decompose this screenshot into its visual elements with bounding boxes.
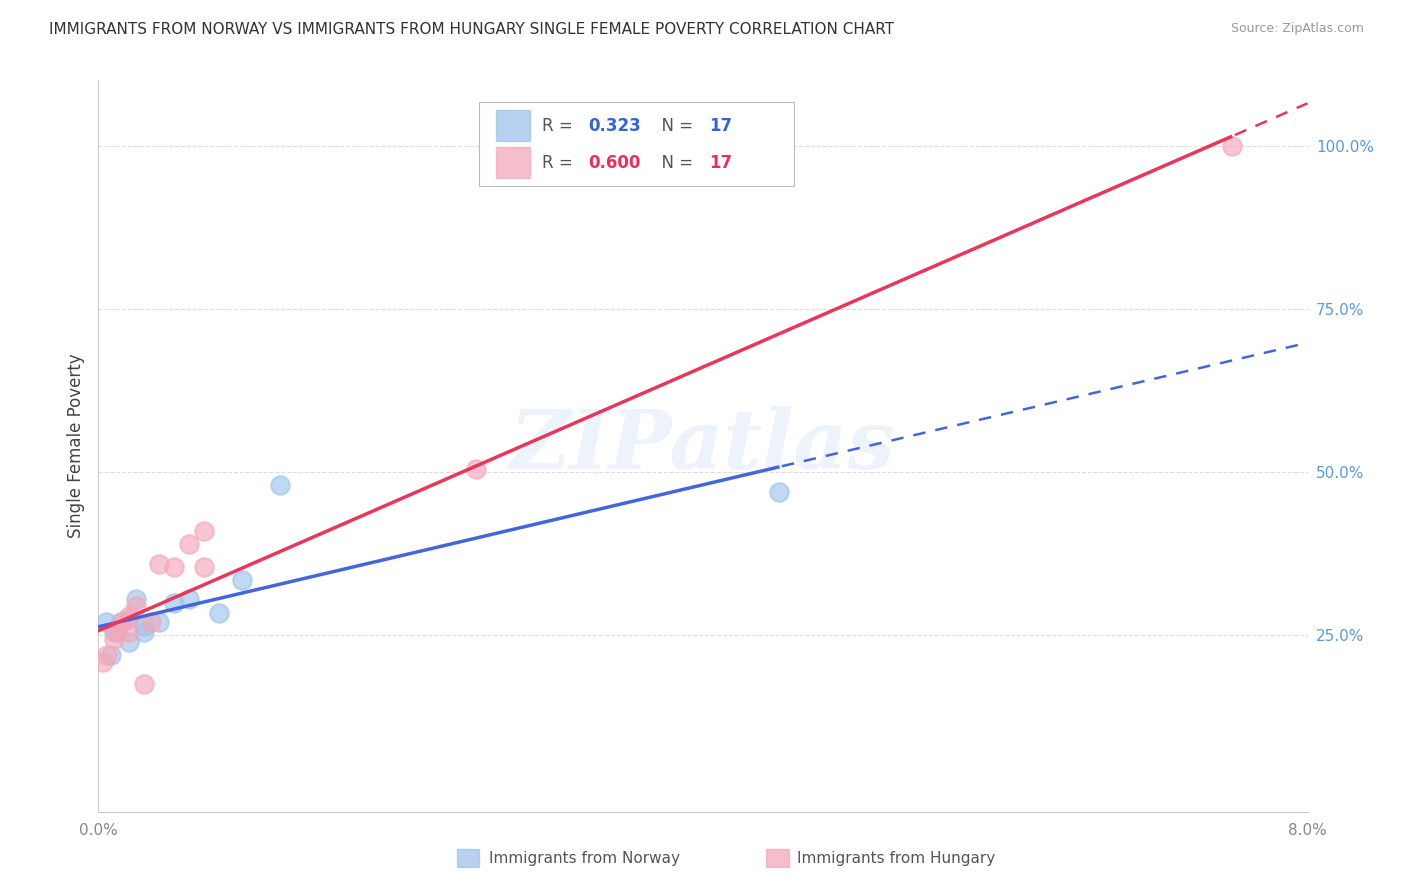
- Point: [125, 592, 148, 607]
- Point: [100, 648, 122, 662]
- Point: [132, 677, 155, 691]
- Text: R =: R =: [543, 117, 578, 135]
- Point: [269, 478, 291, 492]
- Point: [118, 625, 141, 640]
- Point: [132, 625, 155, 640]
- Text: ZIPatlas: ZIPatlas: [510, 406, 896, 486]
- FancyBboxPatch shape: [479, 103, 793, 186]
- Text: 0.323: 0.323: [588, 117, 641, 135]
- Text: R =: R =: [543, 153, 578, 172]
- Point: [163, 596, 186, 610]
- Point: [768, 484, 790, 499]
- Text: 0.600: 0.600: [588, 153, 641, 172]
- Point: [193, 559, 215, 574]
- Point: [148, 557, 170, 571]
- Point: [118, 635, 141, 649]
- Point: [103, 625, 125, 640]
- Point: [118, 612, 141, 626]
- Text: N =: N =: [651, 153, 699, 172]
- Point: [118, 608, 141, 623]
- Point: [96, 648, 118, 662]
- Text: IMMIGRANTS FROM NORWAY VS IMMIGRANTS FROM HUNGARY SINGLE FEMALE POVERTY CORRELAT: IMMIGRANTS FROM NORWAY VS IMMIGRANTS FRO…: [49, 22, 894, 37]
- Point: [148, 615, 170, 630]
- Y-axis label: Single Female Poverty: Single Female Poverty: [66, 354, 84, 538]
- Point: [208, 606, 231, 620]
- Point: [163, 559, 186, 574]
- Point: [231, 573, 253, 587]
- Point: [110, 615, 132, 630]
- FancyBboxPatch shape: [496, 147, 530, 178]
- Point: [110, 615, 132, 630]
- Point: [193, 524, 215, 538]
- Point: [103, 632, 125, 646]
- Point: [179, 537, 201, 551]
- Point: [91, 655, 114, 669]
- Text: Immigrants from Norway: Immigrants from Norway: [489, 851, 681, 865]
- Point: [465, 462, 488, 476]
- Point: [141, 615, 163, 630]
- Point: [1220, 138, 1243, 153]
- Text: Source: ZipAtlas.com: Source: ZipAtlas.com: [1230, 22, 1364, 36]
- Text: N =: N =: [651, 117, 699, 135]
- Point: [94, 615, 117, 630]
- Point: [105, 625, 128, 640]
- Text: Immigrants from Hungary: Immigrants from Hungary: [797, 851, 995, 865]
- Point: [179, 592, 201, 607]
- Point: [125, 599, 148, 613]
- Text: 17: 17: [709, 117, 733, 135]
- Text: 17: 17: [709, 153, 733, 172]
- FancyBboxPatch shape: [496, 111, 530, 141]
- Point: [132, 618, 155, 632]
- Point: [105, 625, 128, 640]
